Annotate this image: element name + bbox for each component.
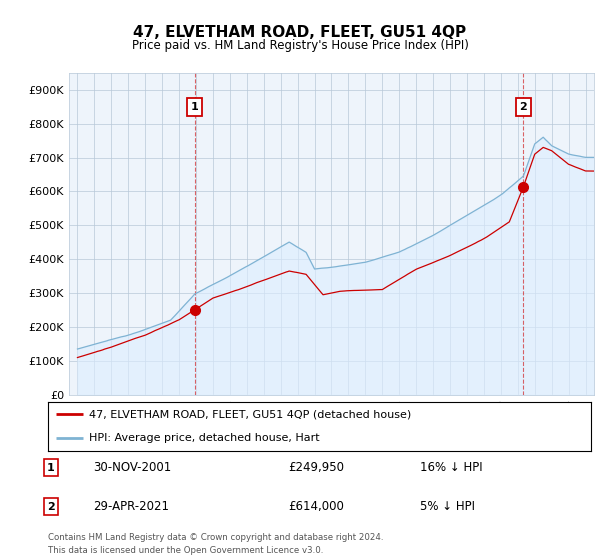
- Text: 1: 1: [47, 463, 55, 473]
- Text: 47, ELVETHAM ROAD, FLEET, GU51 4QP: 47, ELVETHAM ROAD, FLEET, GU51 4QP: [133, 25, 467, 40]
- Text: This data is licensed under the Open Government Licence v3.0.: This data is licensed under the Open Gov…: [48, 546, 323, 555]
- Text: £249,950: £249,950: [288, 461, 344, 474]
- Text: 29-APR-2021: 29-APR-2021: [93, 500, 169, 514]
- Text: Price paid vs. HM Land Registry's House Price Index (HPI): Price paid vs. HM Land Registry's House …: [131, 39, 469, 52]
- Text: 5% ↓ HPI: 5% ↓ HPI: [420, 500, 475, 514]
- Text: 16% ↓ HPI: 16% ↓ HPI: [420, 461, 482, 474]
- Text: 2: 2: [520, 102, 527, 111]
- Text: Contains HM Land Registry data © Crown copyright and database right 2024.: Contains HM Land Registry data © Crown c…: [48, 533, 383, 542]
- Text: 47, ELVETHAM ROAD, FLEET, GU51 4QP (detached house): 47, ELVETHAM ROAD, FLEET, GU51 4QP (deta…: [89, 409, 411, 419]
- Text: 2: 2: [47, 502, 55, 512]
- Text: £614,000: £614,000: [288, 500, 344, 514]
- Text: HPI: Average price, detached house, Hart: HPI: Average price, detached house, Hart: [89, 433, 319, 443]
- Text: 1: 1: [191, 102, 199, 111]
- Text: 30-NOV-2001: 30-NOV-2001: [93, 461, 171, 474]
